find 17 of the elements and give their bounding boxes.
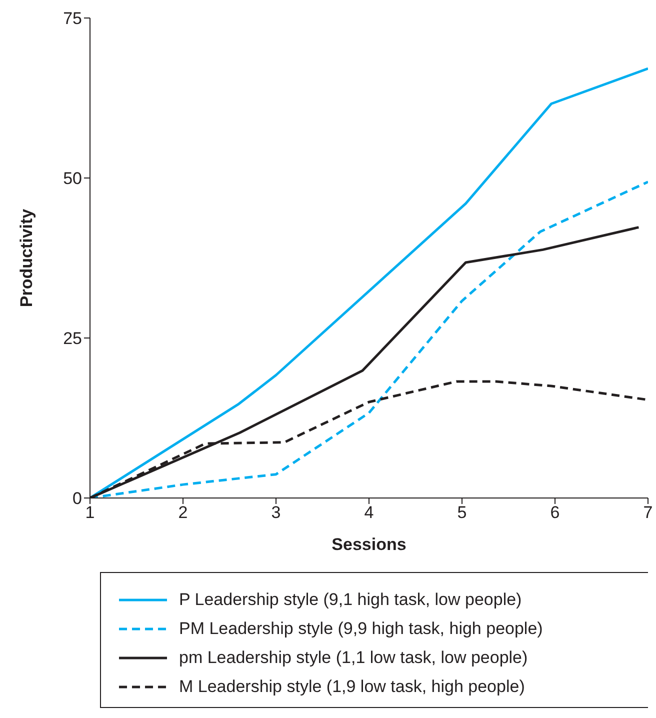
x-tick-label: 2 — [178, 503, 188, 522]
legend-label: pm Leadership style (1,1 low task, low people) — [179, 648, 528, 668]
legend-label: PM Leadership style (9,9 high task, high people) — [179, 618, 543, 638]
y-tick-label: 25 — [63, 329, 82, 348]
legend-label: P Leadership style (9,1 high task, low people) — [179, 590, 522, 610]
x-tick-label: 3 — [271, 503, 281, 522]
x-tick-label: 1 — [85, 503, 95, 522]
x-tick-label: 4 — [364, 503, 374, 522]
x-tick-label: 6 — [550, 503, 560, 522]
x-tick-label: 5 — [457, 503, 467, 522]
legend-label: M Leadership style (1,9 low task, high people) — [179, 676, 525, 696]
x-axis-title: Sessions — [332, 535, 406, 554]
y-tick-label: 0 — [72, 489, 82, 508]
y-tick-label: 50 — [63, 169, 82, 188]
y-tick-label: 75 — [63, 9, 82, 28]
y-axis-title: Productivity — [17, 208, 36, 308]
x-tick-label: 7 — [643, 503, 653, 522]
